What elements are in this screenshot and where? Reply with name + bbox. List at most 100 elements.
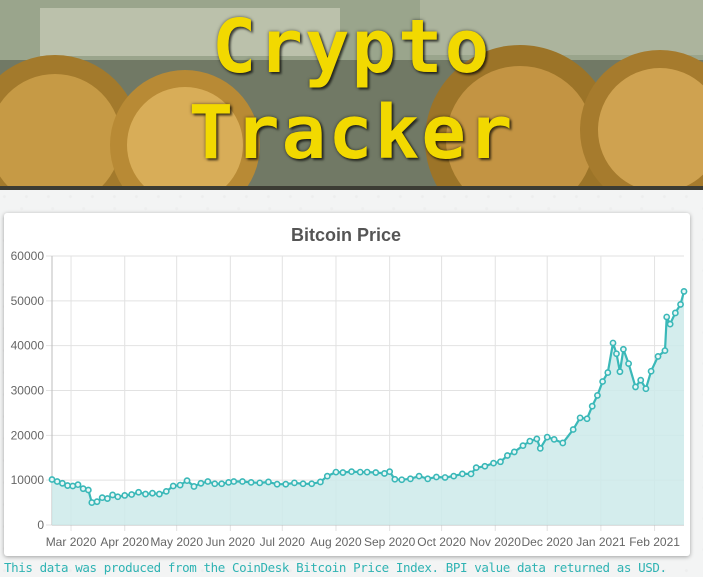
data-point[interactable]: [143, 491, 148, 496]
data-point[interactable]: [249, 480, 254, 485]
data-point[interactable]: [266, 479, 271, 484]
data-point[interactable]: [392, 477, 397, 482]
data-point[interactable]: [60, 481, 65, 486]
data-point[interactable]: [349, 469, 354, 474]
data-point[interactable]: [590, 404, 595, 409]
data-point[interactable]: [649, 369, 654, 374]
data-point[interactable]: [75, 482, 80, 487]
data-point[interactable]: [198, 481, 203, 486]
data-point[interactable]: [226, 480, 231, 485]
x-tick-label: Mar 2020: [46, 535, 97, 549]
data-point[interactable]: [184, 478, 189, 483]
data-point[interactable]: [122, 493, 127, 498]
data-point[interactable]: [538, 446, 543, 451]
data-point[interactable]: [584, 416, 589, 421]
data-point[interactable]: [399, 477, 404, 482]
data-point[interactable]: [491, 461, 496, 466]
data-point[interactable]: [191, 484, 196, 489]
data-point[interactable]: [115, 494, 120, 499]
data-point[interactable]: [240, 479, 245, 484]
data-point[interactable]: [534, 436, 539, 441]
data-point[interactable]: [527, 439, 532, 444]
data-point[interactable]: [136, 490, 141, 495]
data-point[interactable]: [451, 474, 456, 479]
data-point[interactable]: [633, 384, 638, 389]
data-point[interactable]: [664, 314, 669, 319]
data-point[interactable]: [318, 479, 323, 484]
data-point[interactable]: [309, 481, 314, 486]
data-point[interactable]: [178, 482, 183, 487]
data-point[interactable]: [373, 470, 378, 475]
data-point[interactable]: [626, 361, 631, 366]
data-point[interactable]: [595, 393, 600, 398]
data-point[interactable]: [358, 469, 363, 474]
app-title-line1: Crypto: [0, 2, 703, 92]
data-point[interactable]: [94, 499, 99, 504]
data-point[interactable]: [600, 379, 605, 384]
data-point[interactable]: [681, 289, 686, 294]
data-point[interactable]: [621, 347, 626, 352]
data-point[interactable]: [157, 491, 162, 496]
data-point[interactable]: [442, 475, 447, 480]
data-point[interactable]: [171, 483, 176, 488]
data-point[interactable]: [668, 322, 673, 327]
data-point[interactable]: [100, 495, 105, 500]
data-point[interactable]: [105, 496, 110, 501]
data-point[interactable]: [578, 415, 583, 420]
data-point[interactable]: [300, 481, 305, 486]
data-point[interactable]: [333, 469, 338, 474]
data-point[interactable]: [212, 481, 217, 486]
data-point[interactable]: [129, 492, 134, 497]
data-point[interactable]: [655, 354, 660, 359]
data-point[interactable]: [638, 378, 643, 383]
data-point[interactable]: [520, 443, 525, 448]
data-point[interactable]: [231, 479, 236, 484]
y-tick-label: 50000: [11, 294, 45, 308]
data-point[interactable]: [605, 370, 610, 375]
data-point[interactable]: [86, 487, 91, 492]
data-point[interactable]: [164, 489, 169, 494]
data-point[interactable]: [340, 470, 345, 475]
data-point[interactable]: [283, 482, 288, 487]
data-point[interactable]: [387, 469, 392, 474]
data-point[interactable]: [460, 471, 465, 476]
data-point[interactable]: [643, 386, 648, 391]
header-banner: Crypto Tracker: [0, 0, 703, 190]
data-point[interactable]: [150, 491, 155, 496]
data-point[interactable]: [482, 464, 487, 469]
data-point[interactable]: [292, 480, 297, 485]
data-point[interactable]: [617, 369, 622, 374]
data-point[interactable]: [205, 479, 210, 484]
data-point[interactable]: [662, 348, 667, 353]
data-point[interactable]: [434, 474, 439, 479]
data-point[interactable]: [498, 459, 503, 464]
data-point[interactable]: [416, 474, 421, 479]
data-point[interactable]: [614, 351, 619, 356]
data-point[interactable]: [274, 482, 279, 487]
data-point[interactable]: [474, 465, 479, 470]
x-tick-label: May 2020: [150, 535, 203, 549]
data-point[interactable]: [365, 469, 370, 474]
data-point[interactable]: [89, 500, 94, 505]
data-point[interactable]: [610, 340, 615, 345]
data-point[interactable]: [552, 437, 557, 442]
data-point[interactable]: [560, 440, 565, 445]
data-point[interactable]: [408, 476, 413, 481]
data-point[interactable]: [678, 302, 683, 307]
data-point[interactable]: [70, 483, 75, 488]
data-point[interactable]: [325, 474, 330, 479]
data-point[interactable]: [673, 310, 678, 315]
data-point[interactable]: [505, 453, 510, 458]
data-point[interactable]: [545, 435, 550, 440]
data-point[interactable]: [468, 471, 473, 476]
data-point[interactable]: [219, 481, 224, 486]
data-point[interactable]: [81, 486, 86, 491]
series-area: [52, 291, 684, 525]
data-point[interactable]: [65, 483, 70, 488]
chart-title: Bitcoin Price: [291, 225, 401, 245]
data-point[interactable]: [571, 427, 576, 432]
data-point[interactable]: [425, 476, 430, 481]
data-point[interactable]: [512, 449, 517, 454]
data-point[interactable]: [257, 480, 262, 485]
